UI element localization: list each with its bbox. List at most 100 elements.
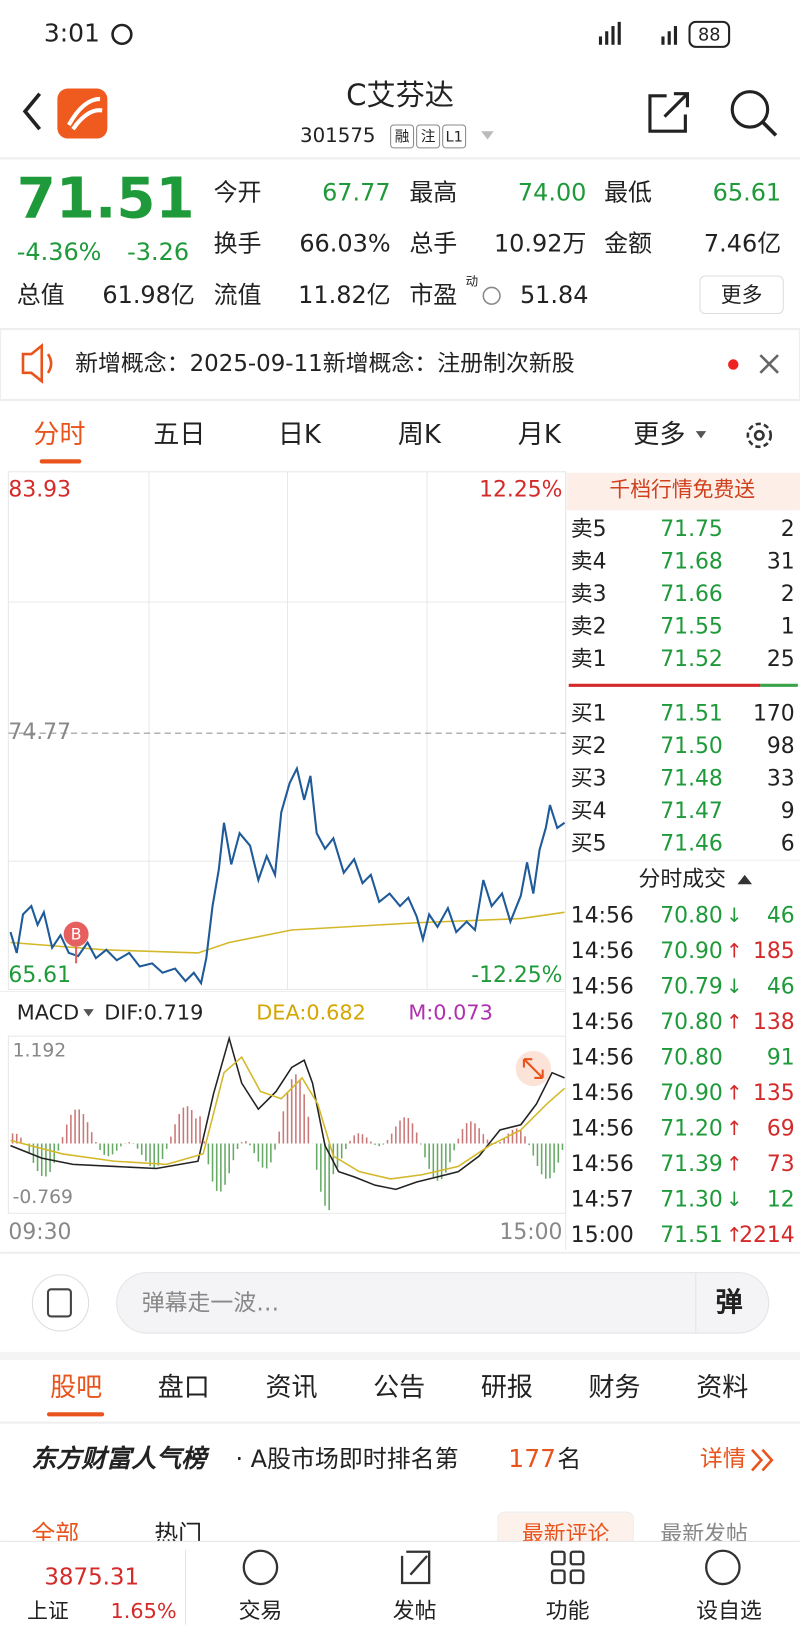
stock-tags: 融注 L1 [390,124,467,149]
stat-label: 今开 [214,179,262,207]
order-book-banner[interactable]: 千档行情免费送 [609,478,755,502]
book-label: 卖2 [571,615,607,640]
trade-qty: 69 [767,1117,795,1142]
book-label: 买4 [571,799,607,824]
comment-list-button[interactable] [31,1274,90,1332]
chart-tab[interactable]: 月K [518,420,562,450]
search-button[interactable] [730,90,770,129]
dropdown-arrow[interactable] [481,131,494,140]
trade-dir: ↓ [726,904,743,927]
trade-time: 15:00 [571,1223,634,1248]
trade-icon [242,1549,279,1586]
book-qty: 2 [781,582,795,607]
trades-toggle[interactable] [737,874,753,885]
macd-dea: DEA:0.682 [256,1000,366,1024]
notice-text[interactable]: 新增概念：2025-09-11新增概念：注册制次新股 [75,351,575,377]
book-label: 买1 [571,701,607,726]
bottom-nav [0,1541,800,1633]
chart-tabs: 分时 五日 日K 周K 月K 更多 [33,420,707,450]
speaker-icon [21,343,53,384]
stat-label: 金额 [604,230,652,258]
nav-item[interactable]: 功能 [546,1599,590,1624]
trade-dir: ↑ [726,1224,743,1247]
trade-dir: ↓ [726,975,743,998]
section-tab[interactable]: 盘口 [158,1373,210,1403]
time-end: 15:00 [499,1220,562,1245]
trade-price: 70.79 [660,975,723,1000]
index-change[interactable]: 1.65% [110,1599,176,1623]
chart-tab[interactable]: 日K [278,420,322,450]
comment-input[interactable] [116,1272,770,1334]
trade-time: 14:57 [571,1188,634,1213]
section-tab[interactable]: 研报 [481,1373,533,1403]
section-tab[interactable]: 财务 [589,1373,641,1403]
average-line [10,911,565,954]
chart-tab[interactable]: 分时 [33,420,85,450]
settings-center [753,429,765,441]
share-button[interactable] [648,92,690,133]
chart-tab[interactable]: 更多 [633,420,685,450]
macd-label[interactable]: MACD [17,1000,79,1024]
trade-time: 14:56 [571,1046,634,1071]
tab-underline [39,459,82,464]
comment-placeholder[interactable]: 弹幕走一波… [142,1290,279,1316]
trade-time: 14:56 [571,1152,634,1177]
trade-time: 14:56 [571,1117,634,1142]
settings-button[interactable] [746,422,773,449]
stat-value: 11.82亿 [298,281,390,309]
macd-dropdown[interactable] [83,1009,94,1017]
book-label: 卖3 [571,582,607,607]
trade-qty: 46 [767,903,795,928]
stat-value: 65.61 [713,179,782,207]
banner-bg [566,472,800,511]
stat-label: 市盈 [409,281,457,309]
pe-info-icon[interactable] [482,286,501,305]
status-time: 3:01 [44,18,100,47]
ranking-detail[interactable]: 详情 [700,1447,746,1473]
book-label: 卖4 [571,550,607,575]
stats: 今开 67.77 最高 74.00 最低 65.61 换手 66.03% 总手 10.92万 金额 7… [17,179,781,309]
notice-close[interactable] [759,354,779,374]
post-icon [400,1550,431,1585]
trade-price: 70.90 [660,939,723,964]
nav-item[interactable]: 交易 [239,1599,283,1624]
book-price: 71.75 [660,517,723,542]
function-icon [550,1550,585,1585]
logo-mark [67,96,103,131]
book-label: 卖5 [571,517,607,542]
more-button[interactable] [699,275,784,314]
section-tab[interactable]: 资讯 [265,1373,317,1403]
battery [688,20,731,48]
macd-max: 1.192 [13,1040,67,1061]
ranking-rank: 177 [508,1444,556,1473]
index-value[interactable]: 3875.31 [44,1564,139,1590]
trade-dir: ↑ [726,939,743,962]
back-button[interactable] [22,92,42,131]
danmaku-button[interactable]: 弹 [716,1287,743,1318]
stat-label: 流值 [214,281,262,309]
macd-histogram [11,1074,564,1211]
tab-dropdown[interactable] [695,431,707,439]
index-name[interactable]: 上证 [27,1599,69,1623]
section-gap [0,1351,800,1361]
section-tab[interactable]: 公告 [373,1373,425,1403]
nav-item[interactable]: 设自选 [696,1599,762,1624]
nav-item[interactable]: 发帖 [393,1599,437,1624]
chart-tab[interactable]: 周K [398,420,442,450]
more-button-label[interactable]: 更多 [721,283,763,307]
trade-price: 70.80 [660,1010,723,1035]
chart-tab[interactable]: 五日 [153,420,205,450]
order-book: 卖5 71.75 2 卖4 71.68 31 卖3 71.66 2 卖2 71.55 1 卖1 71.52… [571,517,795,856]
book-price: 71.66 [660,582,723,607]
trades-title[interactable]: 分时成交 [639,867,726,892]
watchlist-icon [705,1549,741,1586]
macd-dif: DIF:0.719 [104,1000,203,1024]
book-qty: 33 [767,766,795,791]
book-qty: 1 [781,615,795,640]
trade-qty: 91 [767,1046,795,1071]
section-tab[interactable]: 资料 [696,1373,748,1403]
pe-mark: 动 [466,274,478,289]
section-tab[interactable]: 股吧 [50,1373,102,1403]
trade-price: 71.39 [660,1152,723,1177]
